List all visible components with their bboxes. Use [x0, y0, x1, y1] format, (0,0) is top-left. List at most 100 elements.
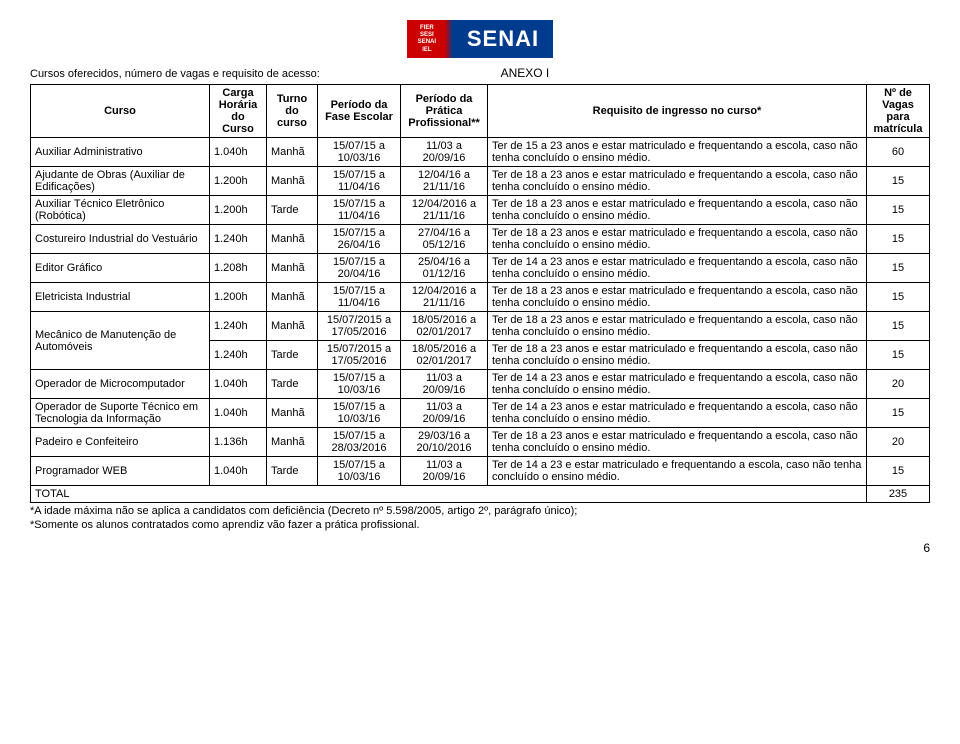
cell-turno: Manhã [267, 167, 318, 196]
th-fase: Período da Fase Escolar [318, 85, 401, 138]
cell-pratica: 12/04/2016 a 21/11/16 [401, 196, 488, 225]
cell-turno: Manhã [267, 225, 318, 254]
cell-requisito: Ter de 14 a 23 anos e estar matriculado … [488, 254, 867, 283]
cell-requisito: Ter de 18 a 23 anos e estar matriculado … [488, 341, 867, 370]
table-row: Mecânico de Manutenção de Automóveis1.24… [31, 312, 930, 341]
cell-turno: Manhã [267, 138, 318, 167]
cell-curso: Editor Gráfico [31, 254, 210, 283]
cell-pratica: 11/03 a 20/09/16 [401, 370, 488, 399]
cell-requisito: Ter de 14 a 23 anos e estar matriculado … [488, 399, 867, 428]
cell-requisito: Ter de 18 a 23 anos e estar matriculado … [488, 312, 867, 341]
cell-requisito: Ter de 18 a 23 anos e estar matriculado … [488, 167, 867, 196]
cell-carga: 1.240h [210, 312, 267, 341]
cell-pratica: 18/05/2016 a 02/01/2017 [401, 341, 488, 370]
cell-vagas: 15 [867, 312, 930, 341]
cell-carga: 1.136h [210, 428, 267, 457]
cell-fase: 15/07/2015 a 17/05/2016 [318, 312, 401, 341]
cell-curso: Padeiro e Confeiteiro [31, 428, 210, 457]
cell-pratica: 11/03 a 20/09/16 [401, 457, 488, 486]
cell-requisito: Ter de 14 a 23 anos e estar matriculado … [488, 370, 867, 399]
cell-carga: 1.040h [210, 370, 267, 399]
total-label: TOTAL [31, 486, 867, 503]
cell-fase: 15/07/15 a 10/03/16 [318, 370, 401, 399]
cell-turno: Tarde [267, 370, 318, 399]
table-row: Eletricista Industrial1.200hManhã15/07/1… [31, 283, 930, 312]
cell-fase: 15/07/15 a 11/04/16 [318, 196, 401, 225]
cell-vagas: 15 [867, 254, 930, 283]
table-body: Auxiliar Administrativo1.040hManhã15/07/… [31, 138, 930, 486]
table-row: Padeiro e Confeiteiro1.136hManhã15/07/15… [31, 428, 930, 457]
cell-requisito: Ter de 18 a 23 anos e estar matriculado … [488, 196, 867, 225]
header-row: Cursos oferecidos, número de vagas e req… [30, 66, 930, 80]
cell-curso: Auxiliar Técnico Eletrônico (Robótica) [31, 196, 210, 225]
cell-requisito: Ter de 15 a 23 anos e estar matriculado … [488, 138, 867, 167]
cell-fase: 15/07/15 a 11/04/16 [318, 283, 401, 312]
cell-fase: 15/07/15 a 28/03/2016 [318, 428, 401, 457]
table-row: Programador WEB1.040hTarde15/07/15 a 10/… [31, 457, 930, 486]
th-vagas: Nº de Vagas para matrícula [867, 85, 930, 138]
th-carga: Carga Horária do Curso [210, 85, 267, 138]
cell-vagas: 20 [867, 428, 930, 457]
cell-vagas: 15 [867, 225, 930, 254]
cell-fase: 15/07/15 a 11/04/16 [318, 167, 401, 196]
table-row: Auxiliar Administrativo1.040hManhã15/07/… [31, 138, 930, 167]
cell-pratica: 12/04/16 a 21/11/16 [401, 167, 488, 196]
table-row: Auxiliar Técnico Eletrônico (Robótica)1.… [31, 196, 930, 225]
cell-carga: 1.200h [210, 196, 267, 225]
anexo-label: ANEXO I [320, 66, 930, 80]
cell-curso: Ajudante de Obras (Auxiliar de Edificaçõ… [31, 167, 210, 196]
cell-curso: Eletricista Industrial [31, 283, 210, 312]
cell-vagas: 15 [867, 196, 930, 225]
cell-fase: 15/07/2015 a 17/05/2016 [318, 341, 401, 370]
cell-vagas: 20 [867, 370, 930, 399]
cell-carga: 1.240h [210, 341, 267, 370]
cell-fase: 15/07/15 a 26/04/16 [318, 225, 401, 254]
logo-l4: IEL [422, 47, 431, 54]
cell-carga: 1.040h [210, 399, 267, 428]
cell-turno: Manhã [267, 428, 318, 457]
footnote-1: *A idade máxima não se aplica a candidat… [30, 505, 930, 517]
table-row: Ajudante de Obras (Auxiliar de Edificaçõ… [31, 167, 930, 196]
cell-vagas: 15 [867, 457, 930, 486]
cell-pratica: 27/04/16 a 05/12/16 [401, 225, 488, 254]
cell-pratica: 29/03/16 a 20/10/2016 [401, 428, 488, 457]
th-pratica: Período da Prática Profissional** [401, 85, 488, 138]
cell-carga: 1.200h [210, 167, 267, 196]
cell-pratica: 11/03 a 20/09/16 [401, 399, 488, 428]
cell-requisito: Ter de 18 a 23 anos e estar matriculado … [488, 225, 867, 254]
th-requisito: Requisito de ingresso no curso* [488, 85, 867, 138]
table-row: Editor Gráfico1.208hManhã15/07/15 a 20/0… [31, 254, 930, 283]
cell-fase: 15/07/15 a 10/03/16 [318, 399, 401, 428]
cell-carga: 1.040h [210, 457, 267, 486]
table-row: Costureiro Industrial do Vestuário1.240h… [31, 225, 930, 254]
cell-curso: Operador de Suporte Técnico em Tecnologi… [31, 399, 210, 428]
th-turno: Turno do curso [267, 85, 318, 138]
total-value: 235 [867, 486, 930, 503]
table-row: Operador de Microcomputador1.040hTarde15… [31, 370, 930, 399]
courses-table: Curso Carga Horária do Curso Turno do cu… [30, 84, 930, 503]
total-row: TOTAL 235 [31, 486, 930, 503]
footnote-2: *Somente os alunos contratados como apre… [30, 519, 930, 531]
cell-vagas: 15 [867, 167, 930, 196]
cell-turno: Tarde [267, 341, 318, 370]
cell-pratica: 11/03 a 20/09/16 [401, 138, 488, 167]
cell-requisito: Ter de 14 a 23 e estar matriculado e fre… [488, 457, 867, 486]
cell-vagas: 15 [867, 399, 930, 428]
cell-vagas: 15 [867, 341, 930, 370]
cell-turno: Manhã [267, 283, 318, 312]
cell-curso: Operador de Microcomputador [31, 370, 210, 399]
cell-pratica: 25/04/16 a 01/12/16 [401, 254, 488, 283]
th-curso: Curso [31, 85, 210, 138]
logo-l2: SESI [420, 32, 434, 39]
cell-carga: 1.240h [210, 225, 267, 254]
cell-requisito: Ter de 18 a 23 anos e estar matriculado … [488, 428, 867, 457]
cell-curso: Programador WEB [31, 457, 210, 486]
page-number: 6 [30, 541, 930, 555]
cell-vagas: 60 [867, 138, 930, 167]
fier-block-icon: FIER SESI SENAI IEL [407, 20, 447, 58]
cell-turno: Tarde [267, 196, 318, 225]
cell-pratica: 18/05/2016 a 02/01/2017 [401, 312, 488, 341]
cell-vagas: 15 [867, 283, 930, 312]
cell-turno: Manhã [267, 312, 318, 341]
table-header-row: Curso Carga Horária do Curso Turno do cu… [31, 85, 930, 138]
